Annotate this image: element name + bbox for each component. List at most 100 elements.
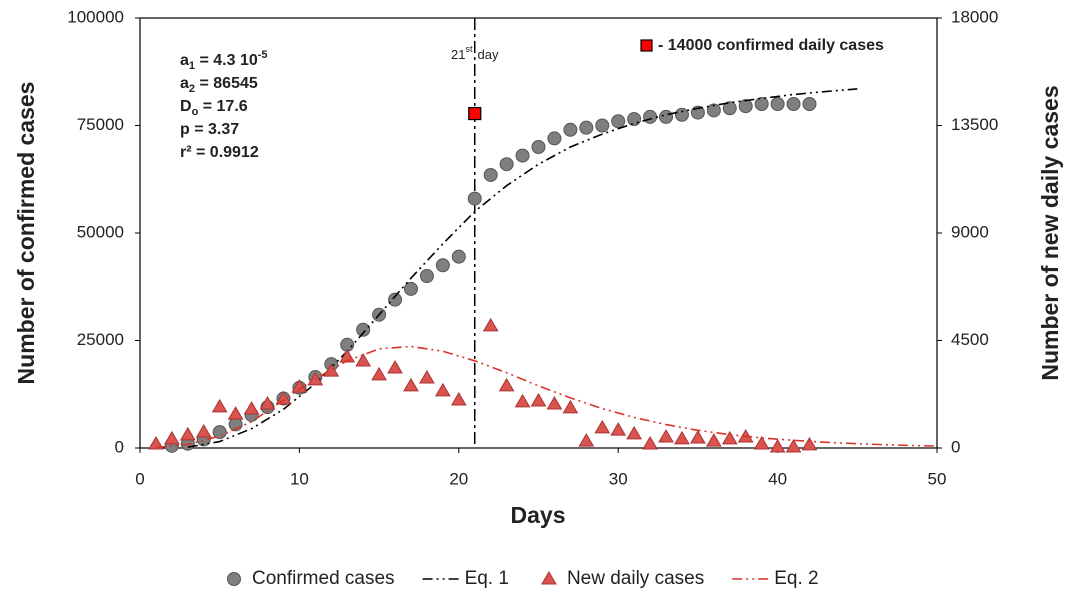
parameter-name: p = 3.37	[180, 121, 239, 138]
y-tick-label: 75000	[77, 115, 124, 134]
y-axis-title: Number of confirmed cases	[13, 82, 39, 385]
confirmed-point	[499, 157, 514, 172]
daily-point	[387, 359, 403, 374]
confirmed-point	[786, 97, 801, 111]
y2-tick-label: 0	[951, 437, 960, 456]
parameter-name: D	[180, 98, 192, 115]
y2-tick-label: 4500	[951, 330, 989, 349]
daily-point	[530, 392, 547, 407]
daily-point	[705, 433, 722, 447]
daily-point	[514, 393, 531, 408]
confirmed-point	[403, 281, 418, 296]
y-tick-label: 25000	[77, 330, 124, 349]
daily-point	[626, 425, 643, 440]
daily-point	[291, 379, 308, 393]
daily-point	[259, 396, 276, 410]
daily-point	[419, 370, 435, 384]
daily-point	[211, 398, 228, 413]
day-marker-sup: st	[465, 44, 473, 54]
parameter-text: a1 = 4.3 10-5	[180, 49, 268, 72]
confirmed-point	[451, 249, 466, 264]
confirmed-point	[531, 140, 546, 154]
daily-point	[674, 430, 690, 445]
daily-point	[355, 353, 372, 367]
daily-point	[546, 396, 563, 410]
parameter-text: r² = 0.9912	[180, 144, 259, 161]
daily-point	[578, 433, 595, 447]
confirmed-point	[467, 191, 482, 206]
daily-point	[164, 430, 180, 445]
confirmed-point	[611, 114, 626, 129]
parameter-name: a	[180, 52, 189, 69]
daily-point	[642, 435, 658, 450]
legend-label: New daily cases	[567, 568, 704, 589]
daily-point	[179, 426, 196, 441]
confirmed-point	[754, 97, 769, 111]
daily-point	[498, 377, 515, 392]
daily-point	[482, 317, 499, 332]
parameter-name: r² = 0.9912	[180, 144, 259, 161]
parameter-value: = 17.6	[198, 98, 247, 115]
parameter-sub: 2	[189, 83, 195, 95]
parameter-value: = 4.3 10	[195, 52, 258, 69]
confirmed-point	[643, 109, 658, 124]
x-tick-label: 0	[135, 469, 144, 488]
daily-point	[610, 422, 627, 436]
daily-point	[243, 401, 260, 415]
daily-point	[434, 382, 451, 397]
legend-label: Eq. 2	[774, 568, 818, 589]
legend-label: Eq. 1	[465, 568, 509, 589]
daily-point	[721, 430, 738, 445]
parameter-value: = 86545	[195, 75, 258, 92]
daily-point	[562, 399, 579, 414]
daily-point	[323, 363, 340, 377]
daily-point	[769, 439, 786, 453]
fit-line	[187, 88, 858, 448]
day-marker-label: 21st day	[451, 44, 499, 62]
x-tick-label: 40	[768, 469, 787, 488]
daily-point	[227, 406, 244, 420]
daily-point	[594, 419, 611, 434]
parameter-text: p = 3.37	[180, 121, 239, 138]
confirmed-point	[627, 112, 642, 127]
confirmed-point	[212, 425, 227, 440]
y-tick-label: 100000	[67, 7, 124, 26]
confirmed-point	[722, 101, 737, 116]
x-tick-label: 10	[290, 469, 309, 488]
y2-tick-label: 18000	[951, 7, 998, 26]
parameter-text: Do = 17.6	[180, 98, 248, 118]
parameter-text: a2 = 86545	[180, 75, 258, 95]
legend-label: Confirmed cases	[252, 568, 395, 589]
confirmed-point	[563, 122, 578, 137]
confirmed-point	[435, 258, 450, 273]
highlight-marker	[468, 106, 482, 121]
y-tick-label: 0	[115, 437, 124, 456]
parameter-sub: o	[192, 106, 199, 118]
confirmed-point	[802, 97, 817, 111]
highlight-label: - 14000 confirmed daily cases	[658, 37, 884, 54]
y2-axis-title: Number of new daily cases	[1037, 85, 1063, 380]
x-tick-label: 50	[928, 469, 947, 488]
confirmed-point	[738, 99, 753, 114]
confirmed-point	[659, 109, 674, 124]
x-tick-label: 30	[609, 469, 628, 488]
day-marker-word: day	[477, 47, 498, 62]
day-marker-number: 21	[451, 47, 465, 62]
fit-line	[155, 345, 938, 449]
legend-marker	[227, 572, 241, 586]
confirmed-point	[515, 148, 530, 163]
legend-marker	[541, 571, 557, 585]
x-tick-label: 20	[449, 469, 468, 488]
confirmed-point	[483, 167, 498, 182]
daily-point	[753, 435, 770, 450]
confirmed-point	[388, 292, 403, 307]
daily-point	[195, 424, 212, 438]
plot-frame	[139, 17, 938, 449]
daily-point	[148, 435, 164, 450]
daily-point	[450, 391, 467, 406]
confirmed-point	[706, 103, 721, 118]
daily-point	[371, 366, 387, 381]
x-axis-title: Days	[511, 502, 566, 528]
y-tick-label: 50000	[77, 222, 124, 241]
